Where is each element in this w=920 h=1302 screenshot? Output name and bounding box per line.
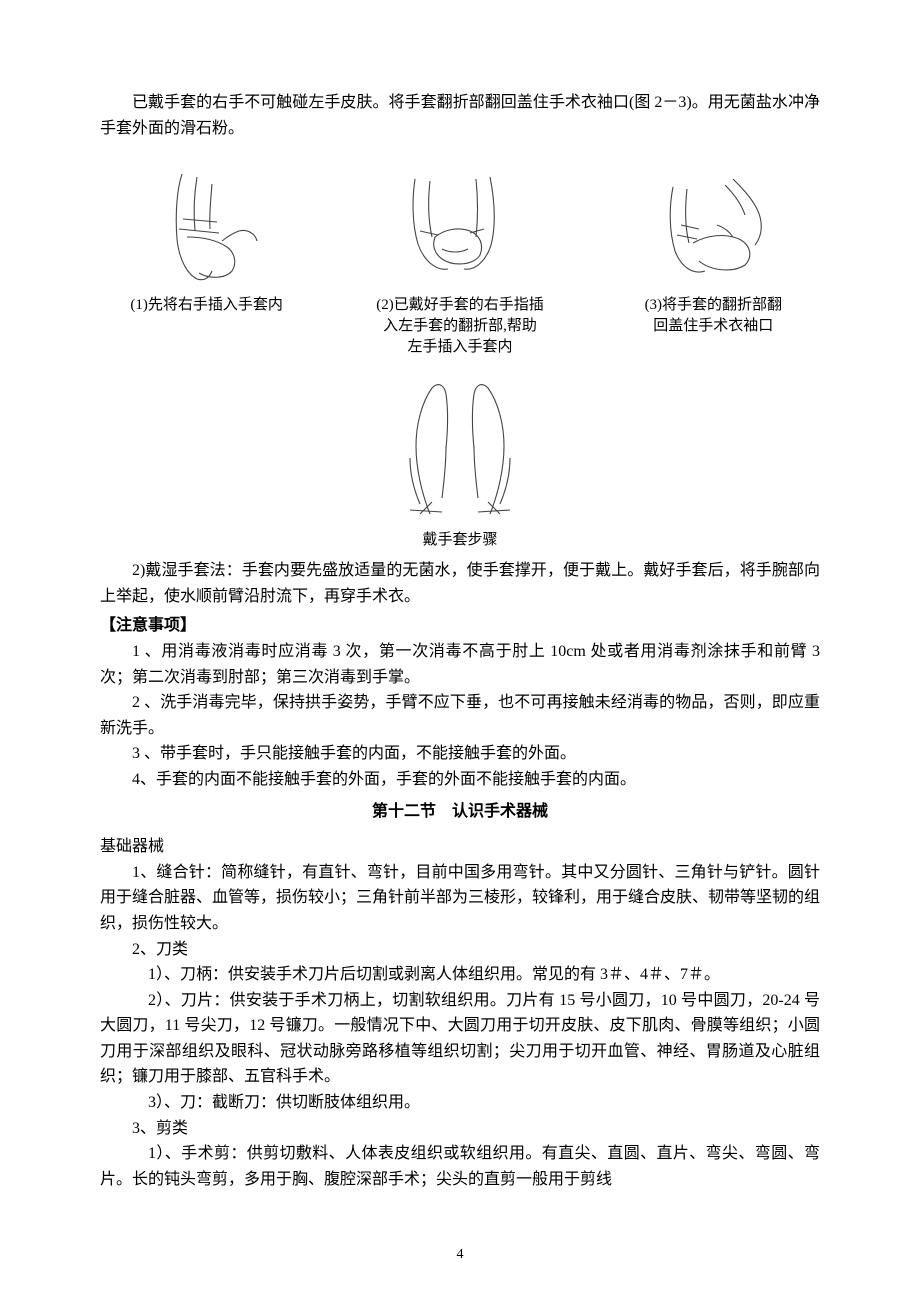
notice-3: 3 、带手套时，手只能接触手套的内面，不能接触手套的外面。: [100, 741, 820, 767]
item-2-header: 2、刀类: [100, 937, 820, 963]
notice-1: 1 、用消毒液消毒时应消毒 3 次，第一次消毒不高于肘上 10cm 处或者用消毒…: [100, 639, 820, 690]
item-2-1: 1）、刀柄：供安装手术刀片后切割或剥离人体组织用。常见的有 3＃、4＃、7＃。: [100, 962, 820, 988]
notice-4: 4、手套的内面不能接触手套的外面，手套的外面不能接触手套的内面。: [100, 767, 820, 793]
notice-header: 【注意事项】: [100, 613, 820, 639]
figure-row: (1)先将右手插入手套内 (2)已戴好手套的右手指插 入左手套的翻折部,帮助 左…: [100, 159, 820, 358]
method-2: 2)戴湿手套法：手套内要先盛放适量的无菌水，使手套撑开，便于戴上。戴好手套后，将…: [100, 558, 820, 609]
figure-image-2: [380, 159, 540, 289]
section-header: 第十二节 认识手术器械: [100, 799, 820, 825]
basic-header: 基础器械: [100, 834, 820, 860]
figure-cell-3: (3)将手套的翻折部翻 回盖住手术衣袖口: [607, 159, 820, 358]
figure-image-4: [350, 374, 570, 524]
item-2-2: 2）、刀片：供安装于手术刀柄上，切割软组织用。刀片有 15 号小圆刀，10 号中…: [100, 988, 820, 1090]
item-3-1: 1）、手术剪：供剪切敷料、人体表皮组织或软组织用。有直尖、直圆、直片、弯尖、弯圆…: [100, 1141, 820, 1192]
item-2-3: 3）、刀：截断刀：供切断肢体组织用。: [100, 1090, 820, 1116]
figure-single: 戴手套步骤: [100, 374, 820, 552]
figure-image-1: [127, 159, 287, 289]
figure-caption-1: (1)先将右手插入手套内: [130, 295, 283, 316]
item-1: 1、缝合针：简称缝针，有直针、弯针，目前中国多用弯针。其中又分圆针、三角针与铲针…: [100, 860, 820, 937]
figure-cell-1: (1)先将右手插入手套内: [100, 159, 313, 358]
notice-2: 2 、洗手消毒完毕，保持拱手姿势，手臂不应下垂，也不可再接触未经消毒的物品，否则…: [100, 690, 820, 741]
figure-caption-2: (2)已戴好手套的右手指插 入左手套的翻折部,帮助 左手插入手套内: [376, 295, 544, 358]
intro-paragraph: 已戴手套的右手不可触碰左手皮肤。将手套翻折部翻回盖住手术衣袖口(图 2－3)。用…: [100, 90, 820, 141]
page-number: 4: [0, 1244, 920, 1266]
item-3-header: 3、剪类: [100, 1116, 820, 1142]
figure-cell-2: (2)已戴好手套的右手指插 入左手套的翻折部,帮助 左手插入手套内: [353, 159, 566, 358]
figure-image-3: [633, 159, 793, 289]
figure-caption-3: (3)将手套的翻折部翻 回盖住手术衣袖口: [645, 295, 783, 337]
figure-single-caption: 戴手套步骤: [422, 528, 497, 552]
